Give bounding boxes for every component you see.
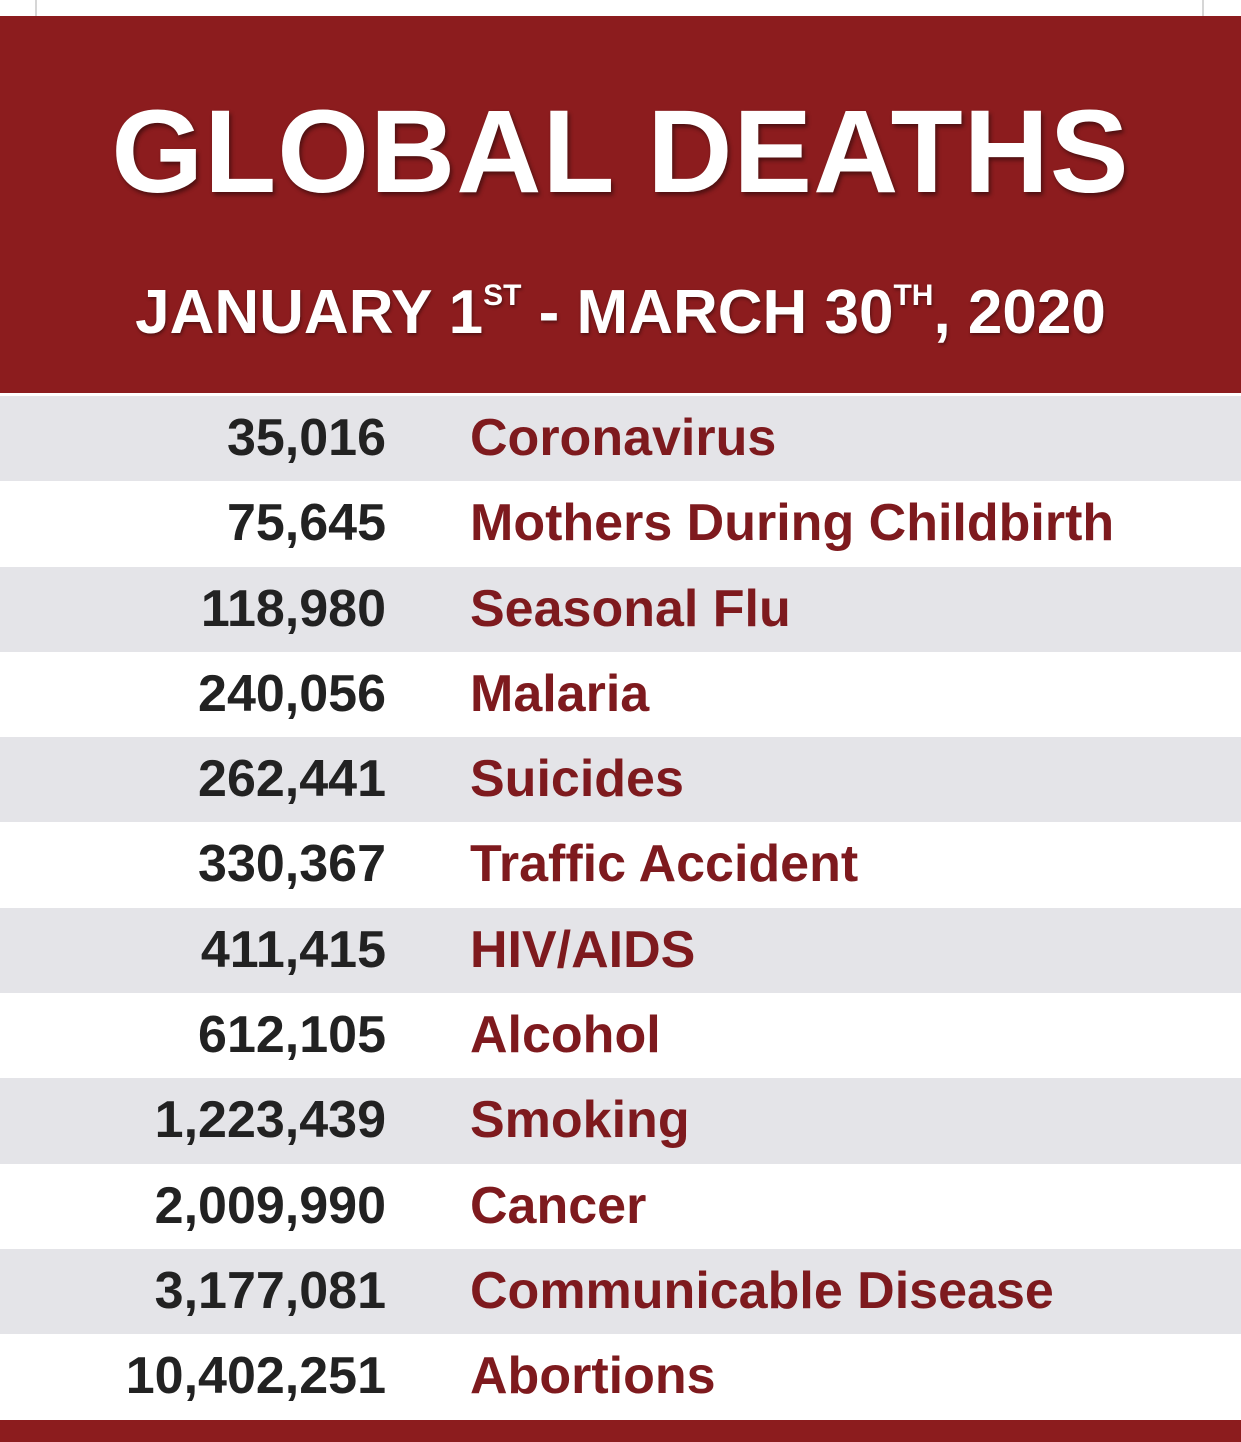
date-separator: - MARCH 30	[521, 278, 894, 347]
death-count: 612,105	[198, 1006, 386, 1065]
top-strip	[0, 0, 1241, 16]
date-year: , 2020	[933, 278, 1106, 347]
death-count: 118,980	[200, 579, 386, 638]
death-cause: Abortions	[470, 1347, 716, 1406]
death-cause: Malaria	[470, 664, 650, 723]
frame-edge-left	[35, 0, 37, 16]
table-row: 75,645 Mothers During Childbirth	[0, 481, 1241, 567]
deaths-table: 35,016 Coronavirus 75,645 Mothers During…	[0, 396, 1241, 1420]
date-start-suffix: ST	[483, 279, 522, 313]
death-cause: Communicable Disease	[470, 1261, 1054, 1320]
death-count: 1,223,439	[154, 1091, 386, 1150]
death-count: 240,056	[198, 664, 386, 723]
table-row: 1,223,439 Smoking	[0, 1078, 1241, 1164]
table-row: 118,980 Seasonal Flu	[0, 566, 1241, 652]
table-row: 262,441 Suicides	[0, 737, 1241, 823]
death-count: 10,402,251	[125, 1347, 386, 1406]
death-cause: HIV/AIDS	[470, 920, 696, 979]
table-row: 612,105 Alcohol	[0, 993, 1241, 1079]
date-range: JANUARY 1ST - MARCH 30TH, 2020	[0, 278, 1241, 348]
date-end-suffix: TH	[893, 279, 934, 313]
date-start: JANUARY 1	[135, 278, 484, 347]
footer-bar	[0, 1420, 1241, 1442]
table-row: 35,016 Coronavirus	[0, 396, 1241, 482]
death-cause: Seasonal Flu	[470, 579, 791, 638]
table-row: 2,009,990 Cancer	[0, 1163, 1241, 1249]
death-count: 262,441	[198, 750, 386, 809]
death-count: 2,009,990	[154, 1176, 386, 1235]
death-cause: Cancer	[470, 1176, 647, 1235]
table-row: 411,415 HIV/AIDS	[0, 907, 1241, 994]
table-row: 10,402,251 Abortions	[0, 1334, 1241, 1420]
death-cause: Suicides	[470, 750, 684, 809]
death-count: 330,367	[198, 835, 386, 894]
death-count: 35,016	[226, 409, 386, 467]
death-count: 75,645	[226, 494, 386, 553]
death-cause: Mothers During Childbirth	[470, 494, 1115, 553]
header-banner: GLOBAL DEATHS JANUARY 1ST - MARCH 30TH, …	[0, 16, 1241, 393]
page-title: GLOBAL DEATHS	[111, 86, 1130, 218]
table-row: 240,056 Malaria	[0, 651, 1241, 738]
death-cause: Coronavirus	[470, 409, 777, 467]
frame-edge-right	[1202, 0, 1204, 16]
death-cause: Traffic Accident	[470, 835, 859, 894]
death-count: 3,177,081	[154, 1261, 386, 1320]
death-cause: Alcohol	[470, 1006, 661, 1065]
table-row: 3,177,081 Communicable Disease	[0, 1248, 1241, 1335]
table-row: 330,367 Traffic Accident	[0, 822, 1241, 908]
death-cause: Smoking	[470, 1091, 690, 1150]
death-count: 411,415	[200, 920, 386, 979]
